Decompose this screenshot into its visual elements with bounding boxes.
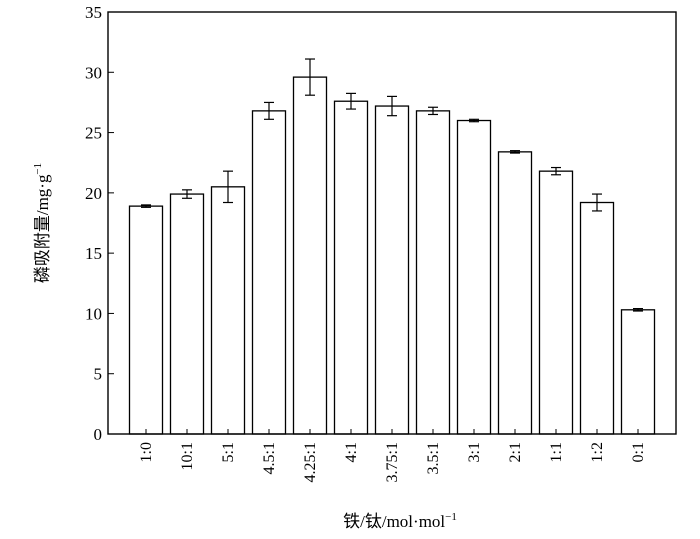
bar-0:1 [620,309,656,435]
x-tick-label: 2:1 [507,442,524,462]
bar-3:1 [456,119,492,435]
y-tick-label: 0 [94,425,103,444]
x-tick-label: 0:1 [630,442,647,462]
bar-4:1 [333,100,369,435]
bar-3.5:1 [415,110,451,435]
y-tick-label: 5 [94,365,103,384]
x-tick-label: 4:1 [343,442,360,462]
bar-3.75:1 [374,105,410,435]
x-tick-label: 1:2 [589,442,606,462]
plot-area: 1:0 10:1 5:1 4.5:1 4.25:1 4:1 3.75:1 3.5:1 3:1 2:… [85,3,677,482]
bar-4.25:1 [292,76,328,435]
x-tick-label: 1:1 [548,442,565,462]
x-tick-label: 3.75:1 [384,442,401,482]
x-tick-label: 3:1 [466,442,483,462]
bar-1:2 [579,201,615,435]
x-tick-label: 10:1 [179,442,196,470]
x-tick-label: 4.5:1 [261,442,278,474]
plot-frame [107,11,677,435]
y-tick-label: 35 [85,3,102,22]
x-tick-label: 3.5:1 [425,442,442,474]
bar-2:1 [497,151,533,435]
bar-4.5:1 [251,110,287,435]
y-tick-label: 20 [85,184,102,203]
bar-10:1 [169,193,205,435]
y-tick-label: 30 [85,63,102,82]
x-tick-label: 1:0 [138,442,155,462]
y-axis-label: 磷吸附量/mg·g−1 [32,163,52,283]
bar-1:1 [538,170,574,435]
x-axis-label: 铁/钛/mol·mol−1 [343,511,457,531]
y-tick-label: 10 [85,304,102,323]
bar-5:1 [210,186,246,435]
y-tick-label: 25 [85,124,102,143]
x-tick-label: 4.25:1 [302,442,319,482]
x-tick-label: 5:1 [220,442,237,462]
y-tick-label: 15 [85,244,102,263]
bar-1:0 [128,205,164,435]
